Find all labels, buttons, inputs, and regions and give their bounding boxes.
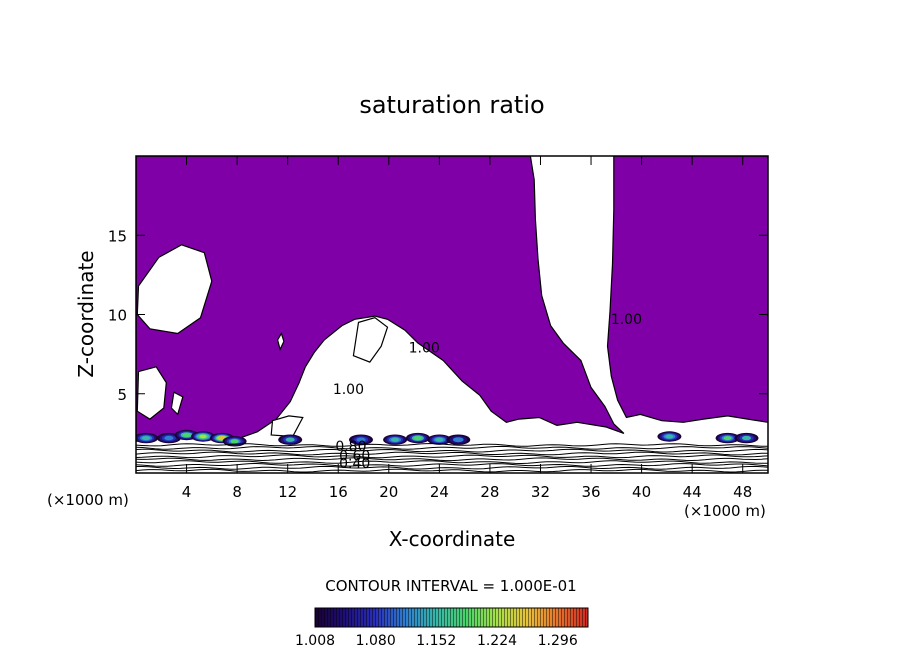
colorbar-tick-labels: 1.008 1.080 1.152 1.224 1.296 bbox=[295, 633, 578, 649]
y-axis-label: Z-coordinate bbox=[74, 250, 98, 377]
unsaturated-hole bbox=[136, 244, 213, 335]
x-unit-right: (×1000 m) bbox=[684, 502, 766, 520]
hotspot-band bbox=[723, 436, 732, 441]
unsaturated-hole bbox=[270, 415, 304, 438]
colorbar-tick-label: 1.224 bbox=[477, 633, 517, 649]
x-tick-label: 48 bbox=[733, 483, 752, 501]
contour-line bbox=[136, 462, 768, 467]
contour-line bbox=[136, 442, 768, 447]
x-tick-label: 36 bbox=[581, 483, 600, 501]
contour-line bbox=[136, 465, 768, 470]
colorbar-tick-label: 1.296 bbox=[538, 633, 578, 649]
hotspot-band bbox=[182, 433, 191, 437]
x-tick-label: 32 bbox=[531, 483, 550, 501]
unsaturated-hole bbox=[170, 391, 184, 416]
colorbar-tick-label: 1.008 bbox=[295, 633, 335, 649]
x-tick-label: 12 bbox=[278, 483, 297, 501]
hotspot-band bbox=[665, 434, 674, 439]
x-tick-label: 8 bbox=[232, 483, 242, 501]
x-tick-label: 20 bbox=[379, 483, 398, 501]
hotspot-band bbox=[142, 436, 151, 441]
colorbar-hatch bbox=[315, 608, 588, 627]
y-tick-label: 10 bbox=[108, 307, 127, 325]
hotspot-band bbox=[453, 437, 464, 443]
hotspot-band bbox=[413, 436, 422, 441]
contour-line bbox=[136, 445, 768, 450]
hotspot-band bbox=[742, 435, 751, 441]
hotspot-band bbox=[199, 434, 207, 439]
supersaturated-fill-layer bbox=[136, 156, 768, 442]
supersaturated-region bbox=[606, 156, 768, 423]
x-tick-label: 16 bbox=[329, 483, 348, 501]
hotspot-band bbox=[218, 436, 226, 440]
x-tick-label: 44 bbox=[683, 483, 702, 501]
plot-area bbox=[136, 156, 768, 473]
contour-label: 1.00 bbox=[333, 382, 364, 398]
hotspot-band bbox=[285, 437, 295, 442]
hotspot-band bbox=[164, 435, 174, 441]
subsaturated-contour-layer bbox=[136, 442, 768, 473]
hotspot-band bbox=[391, 437, 400, 442]
x-tick-label: 24 bbox=[430, 483, 449, 501]
y-tick-label: 5 bbox=[117, 386, 127, 404]
contour-line bbox=[136, 448, 768, 453]
contour-label: 0.80 bbox=[335, 439, 366, 455]
hotspot-band bbox=[435, 437, 444, 442]
x-axis-label: X-coordinate bbox=[389, 527, 516, 551]
x-tick-label: 4 bbox=[182, 483, 192, 501]
unsaturated-hole bbox=[136, 366, 167, 420]
colorbar-tick-label: 1.152 bbox=[416, 633, 456, 649]
x-tick-label: 28 bbox=[480, 483, 499, 501]
contour-label: 1.00 bbox=[409, 341, 440, 357]
x-unit-left: (×1000 m) bbox=[47, 491, 129, 509]
contour-line bbox=[136, 468, 768, 473]
colorbar-tick-label: 1.080 bbox=[356, 633, 396, 649]
contour-label: 0.40 bbox=[339, 456, 370, 472]
hotspot-band bbox=[230, 439, 239, 444]
hotspot-layer bbox=[136, 429, 759, 447]
hotspot-band bbox=[356, 437, 366, 442]
contour-line bbox=[136, 454, 768, 459]
unsaturated-hole-layer bbox=[136, 244, 389, 438]
colorbar-frame bbox=[314, 607, 589, 628]
unsaturated-hole bbox=[276, 332, 285, 352]
contour-line bbox=[136, 460, 768, 465]
contour-line bbox=[136, 451, 768, 456]
chart-title: saturation ratio bbox=[359, 91, 544, 119]
unsaturated-hole bbox=[352, 317, 389, 363]
contour-interval-text: CONTOUR INTERVAL = 1.000E-01 bbox=[325, 577, 576, 595]
contour-label: 0.60 bbox=[339, 448, 370, 464]
contour-labels: 1.00 1.00 1.00 0.800.600.40 bbox=[333, 312, 642, 472]
contour-label: 1.00 bbox=[611, 312, 642, 328]
y-tick-label: 15 bbox=[108, 227, 127, 245]
contour-line bbox=[136, 457, 768, 462]
x-tick-label: 40 bbox=[632, 483, 651, 501]
